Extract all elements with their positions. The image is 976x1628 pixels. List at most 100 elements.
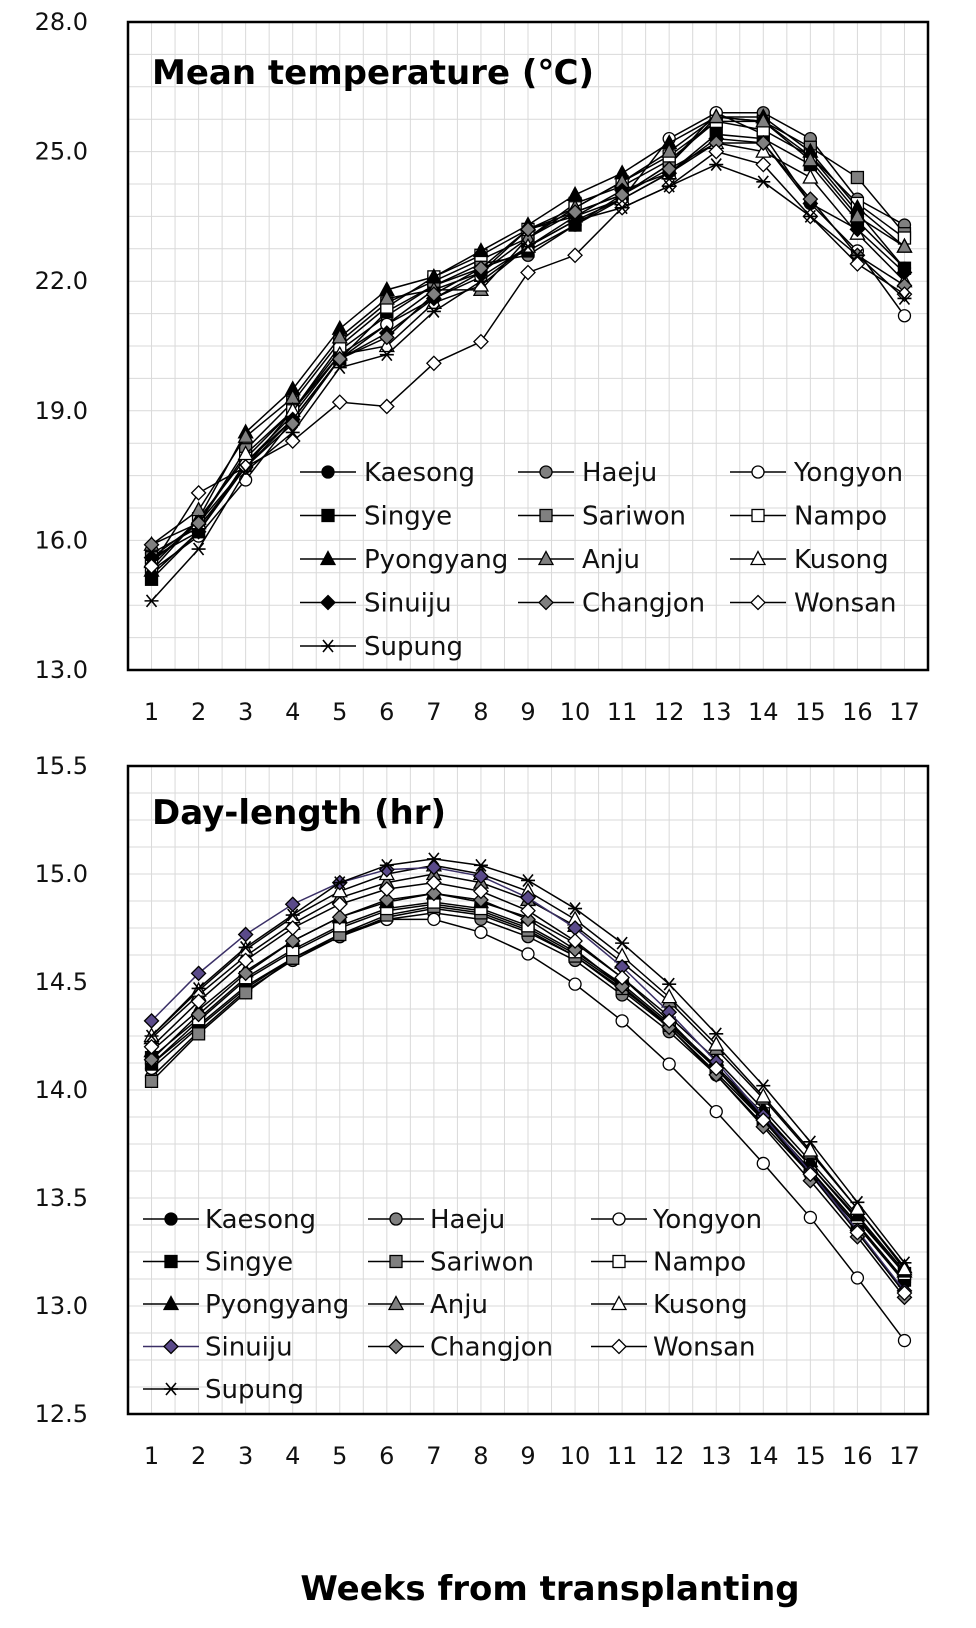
- y-tick-label: 28.0: [35, 8, 88, 36]
- series-supung: [144, 852, 912, 1270]
- data-point: [850, 170, 865, 185]
- legend: Kaesong Haeju Yongyon Singye Sariwon Nampo Pyo…: [300, 458, 903, 662]
- legend-item-kaesong: Kaesong: [143, 1205, 316, 1235]
- data-point: [661, 160, 678, 177]
- data-point: [521, 873, 535, 887]
- legend-marker: [389, 1212, 403, 1226]
- legend-label: Singye: [205, 1248, 293, 1278]
- legend-marker: [612, 1254, 626, 1269]
- data-point: [378, 398, 395, 415]
- x-tick-label: 8: [473, 698, 488, 726]
- data-point: [708, 143, 725, 160]
- legend-marker: [539, 508, 553, 523]
- legend-marker: [162, 1295, 180, 1311]
- series-wonsan: [143, 874, 913, 1301]
- y-tick-label: 19.0: [35, 397, 88, 425]
- y-tick-label: 14.0: [35, 1076, 88, 1104]
- data-point: [708, 108, 725, 124]
- legend-marker: [389, 1254, 403, 1269]
- data-point: [520, 264, 536, 281]
- data-point: [521, 947, 535, 961]
- data-point: [332, 361, 347, 375]
- data-point: [190, 515, 207, 532]
- data-point: [803, 209, 818, 223]
- x-tick-label: 11: [607, 698, 638, 726]
- legend-label: Yongyon: [652, 1205, 762, 1235]
- series-supung: [144, 158, 912, 608]
- legend-item-yongyon: Yongyon: [730, 458, 903, 488]
- data-point: [850, 1271, 865, 1285]
- x-tick-label: 1: [144, 1442, 159, 1470]
- data-point: [238, 464, 253, 478]
- legend-item-supung: Supung: [143, 1375, 304, 1405]
- data-point: [896, 1285, 913, 1301]
- legend-label: Kaesong: [205, 1205, 316, 1235]
- data-point: [425, 286, 442, 303]
- y-tick-label: 15.5: [35, 752, 88, 780]
- temperature-chart: 13.016.019.022.025.028.01 2 3 4 5 6 7 8 9 10 11 12 1…: [35, 8, 930, 726]
- data-point: [615, 1014, 629, 1028]
- x-tick-label: 9: [520, 1442, 535, 1470]
- data-point: [802, 1141, 819, 1157]
- data-point: [709, 1104, 723, 1119]
- data-point: [331, 896, 348, 913]
- data-point: [427, 912, 441, 927]
- data-point: [425, 859, 442, 876]
- data-point: [379, 348, 394, 362]
- data-point: [331, 394, 348, 411]
- data-point: [567, 933, 583, 949]
- legend-marker: [610, 1295, 628, 1311]
- legend-item-sinuiju: Sinuiju: [300, 589, 452, 619]
- legend-label: Yongyon: [793, 458, 903, 488]
- legend-marker: [321, 508, 335, 523]
- data-point: [472, 242, 490, 258]
- data-point: [897, 1333, 912, 1348]
- legend-marker: [321, 639, 335, 653]
- data-point: [756, 1079, 771, 1093]
- legend-item-wonsan: Wonsan: [591, 1333, 756, 1363]
- data-point: [143, 1051, 160, 1068]
- data-point: [379, 858, 394, 872]
- legend-label: Sariwon: [430, 1248, 534, 1278]
- data-point: [378, 289, 395, 305]
- data-point: [709, 1027, 724, 1041]
- data-point: [568, 902, 583, 916]
- legend-item-supung: Supung: [300, 632, 463, 662]
- legend-marker: [749, 550, 767, 566]
- x-tick-label: 3: [238, 698, 253, 726]
- x-tick-label: 14: [748, 698, 779, 726]
- x-tick-label: 6: [379, 1442, 394, 1470]
- data-point: [473, 883, 489, 900]
- data-point: [284, 920, 301, 936]
- x-tick-label: 5: [332, 1442, 347, 1470]
- y-tick-label: 22.0: [35, 267, 88, 295]
- legend-item-singye: Singye: [300, 502, 452, 532]
- legend-label: Haeju: [582, 458, 657, 488]
- legend-item-haeju: Haeju: [368, 1205, 505, 1235]
- data-point: [473, 274, 488, 288]
- data-point: [378, 329, 395, 346]
- x-tick-label: 17: [889, 1442, 920, 1470]
- data-point: [755, 135, 772, 151]
- x-tick-label: 10: [560, 698, 591, 726]
- legend-label: Changjon: [582, 589, 705, 619]
- data-point: [473, 858, 488, 872]
- legend-marker: [164, 1382, 178, 1396]
- legend-marker: [538, 594, 554, 611]
- day-length-chart: 12.513.013.514.014.515.015.51 2 3 4 5 6 7 8 9 10 1…: [35, 752, 930, 1470]
- x-tick-label: 15: [795, 1442, 826, 1470]
- data-point: [143, 1012, 160, 1029]
- legend-marker: [387, 1295, 405, 1311]
- data-point: [520, 221, 536, 238]
- y-tick-label: 12.5: [35, 1400, 88, 1428]
- data-point: [143, 1038, 160, 1055]
- data-point: [849, 221, 866, 238]
- data-point: [473, 868, 489, 885]
- chart-title: Day-length (hr): [152, 793, 446, 833]
- y-tick-label: 15.0: [35, 860, 88, 888]
- data-point: [238, 940, 253, 954]
- data-point: [896, 286, 913, 303]
- data-point: [755, 156, 772, 173]
- legend-marker: [537, 550, 555, 566]
- legend-item-anju: Anju: [518, 545, 640, 575]
